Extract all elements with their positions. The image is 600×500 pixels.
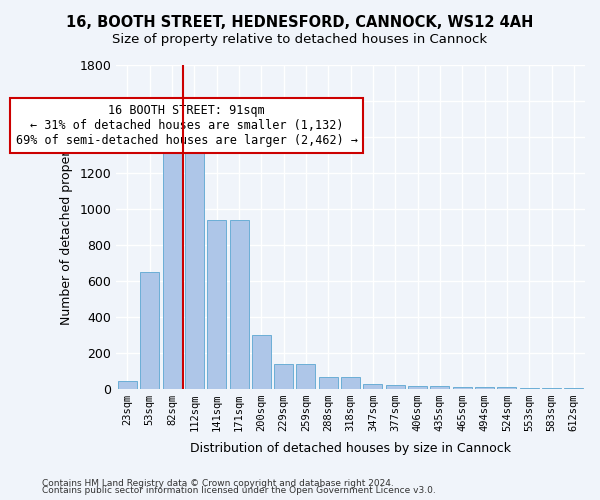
Bar: [140, 272, 159, 388]
Bar: [497, 387, 517, 388]
Bar: [163, 124, 182, 388]
Bar: [475, 386, 494, 388]
Bar: [252, 334, 271, 388]
Text: Contains HM Land Registry data © Crown copyright and database right 2024.: Contains HM Land Registry data © Crown c…: [42, 478, 394, 488]
Bar: [364, 384, 382, 388]
Bar: [386, 385, 405, 388]
Bar: [207, 220, 226, 388]
Bar: [185, 125, 204, 388]
Bar: [453, 386, 472, 388]
Bar: [274, 364, 293, 388]
Bar: [319, 377, 338, 388]
Y-axis label: Number of detached properties: Number of detached properties: [59, 128, 73, 326]
Text: Contains public sector information licensed under the Open Government Licence v3: Contains public sector information licen…: [42, 486, 436, 495]
Text: 16 BOOTH STREET: 91sqm
← 31% of detached houses are smaller (1,132)
69% of semi-: 16 BOOTH STREET: 91sqm ← 31% of detached…: [16, 104, 358, 147]
Bar: [296, 364, 316, 388]
Text: 16, BOOTH STREET, HEDNESFORD, CANNOCK, WS12 4AH: 16, BOOTH STREET, HEDNESFORD, CANNOCK, W…: [67, 15, 533, 30]
Text: Size of property relative to detached houses in Cannock: Size of property relative to detached ho…: [112, 32, 488, 46]
Bar: [230, 220, 248, 388]
Bar: [341, 377, 360, 388]
Bar: [408, 386, 427, 388]
Bar: [430, 386, 449, 388]
X-axis label: Distribution of detached houses by size in Cannock: Distribution of detached houses by size …: [190, 442, 511, 455]
Bar: [118, 382, 137, 388]
